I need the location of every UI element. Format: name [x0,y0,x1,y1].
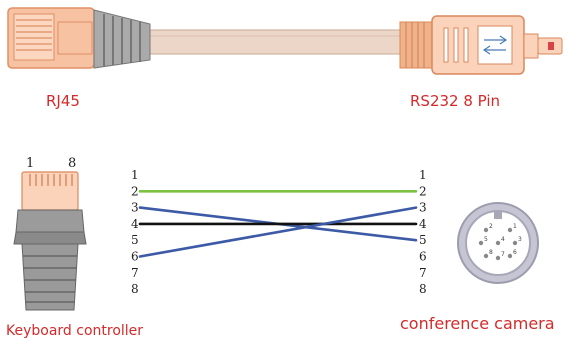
right-pin-label: 5 [419,233,427,247]
din-pin-dot [478,240,484,246]
din-pin-dot [483,227,489,233]
din-pin-label: 7 [501,251,505,258]
left-pin-label: 5 [131,233,139,247]
din-pin-dot [483,253,489,259]
right-pin-label: 4 [419,217,427,231]
din-pin-label: 4 [501,236,505,243]
right-pin-label: 7 [419,266,427,280]
din-pin-label: 1 [513,223,517,230]
din-pin-dot [495,240,501,246]
right-pin-label: 6 [419,250,427,264]
right-pin-column: 1 2 3 4 5 6 7 8 [419,168,427,296]
top-cable-assembly [7,7,563,75]
right-pin-label: 8 [419,282,427,296]
rj45-label: RJ45 [46,92,80,110]
rj45-head-icon: 1 8 [13,156,87,311]
right-pin-label: 2 [419,184,427,198]
left-pin-label: 6 [131,250,139,264]
rs232-label: RS232 8 Pin [410,92,501,110]
conference-camera-label: conference camera [400,314,555,333]
rj45-plug-icon [7,7,151,69]
left-pin-label: 1 [131,168,139,182]
cable [149,29,409,55]
left-pin-label: 3 [131,201,139,215]
din-pin-label: 5 [484,236,488,243]
keyboard-controller-label: Keyboard controller [6,323,144,339]
right-pin-label: 3 [419,201,427,215]
din-pin-label: 2 [489,223,493,230]
din-pin-dot [507,253,513,259]
right-pin-label: 1 [419,168,427,182]
din-socket-icon: 2 1 5 4 3 8 7 6 [457,202,539,284]
din-pin-dot [507,227,513,233]
left-pin-label: 4 [131,217,139,231]
left-pin-label: 2 [131,184,139,198]
din-pin-label: 8 [489,249,493,256]
din-pin-label: 6 [513,249,517,256]
left-pin-label: 7 [131,266,139,280]
left-pin-label: 8 [131,282,139,296]
left-pin-column: 1 2 3 4 5 6 7 8 [131,168,139,296]
wire-group [138,190,418,258]
rj45-pin1-label: 1 [26,156,34,171]
din-pin-dot [512,240,518,246]
din-pin-dot [495,255,501,261]
rj45-pin8-label: 8 [68,156,76,171]
din-pin-label: 3 [518,236,522,243]
din-plug-icon [399,15,563,75]
din-pin-group: 2 1 5 4 3 8 7 6 [478,223,522,261]
wire-6-to-3 [138,206,418,258]
